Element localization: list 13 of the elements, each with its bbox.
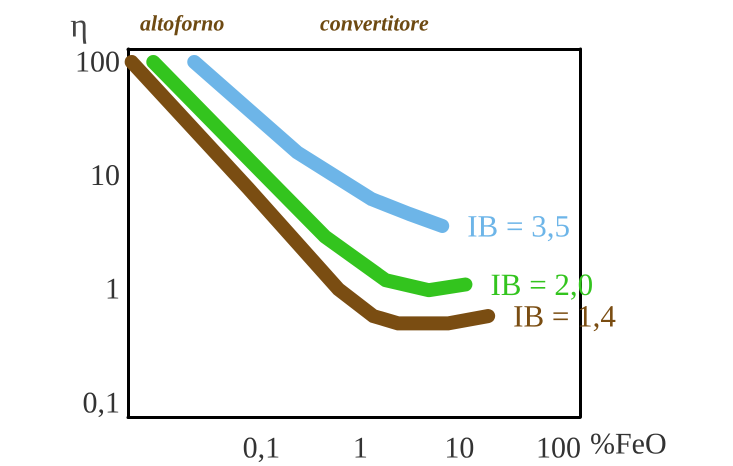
y-tick-label: 10 bbox=[90, 159, 120, 192]
y-tick-label: 1 bbox=[105, 272, 120, 306]
y-axis-title: η bbox=[70, 8, 88, 44]
x-tick-label: 1 bbox=[352, 432, 368, 464]
x-tick-label: 100 bbox=[536, 432, 581, 464]
y-tick-label: 100 bbox=[75, 45, 120, 78]
x-tick-label: 0,1 bbox=[242, 432, 280, 464]
text: altoforno bbox=[140, 10, 224, 36]
series-label: IB = 3,5 bbox=[467, 208, 570, 244]
x-tick-label: 10 bbox=[444, 432, 474, 464]
x-axis-title: %FeO bbox=[590, 428, 667, 460]
y-tick-label: 0,1 bbox=[82, 386, 120, 420]
text: convertitore bbox=[320, 10, 429, 36]
